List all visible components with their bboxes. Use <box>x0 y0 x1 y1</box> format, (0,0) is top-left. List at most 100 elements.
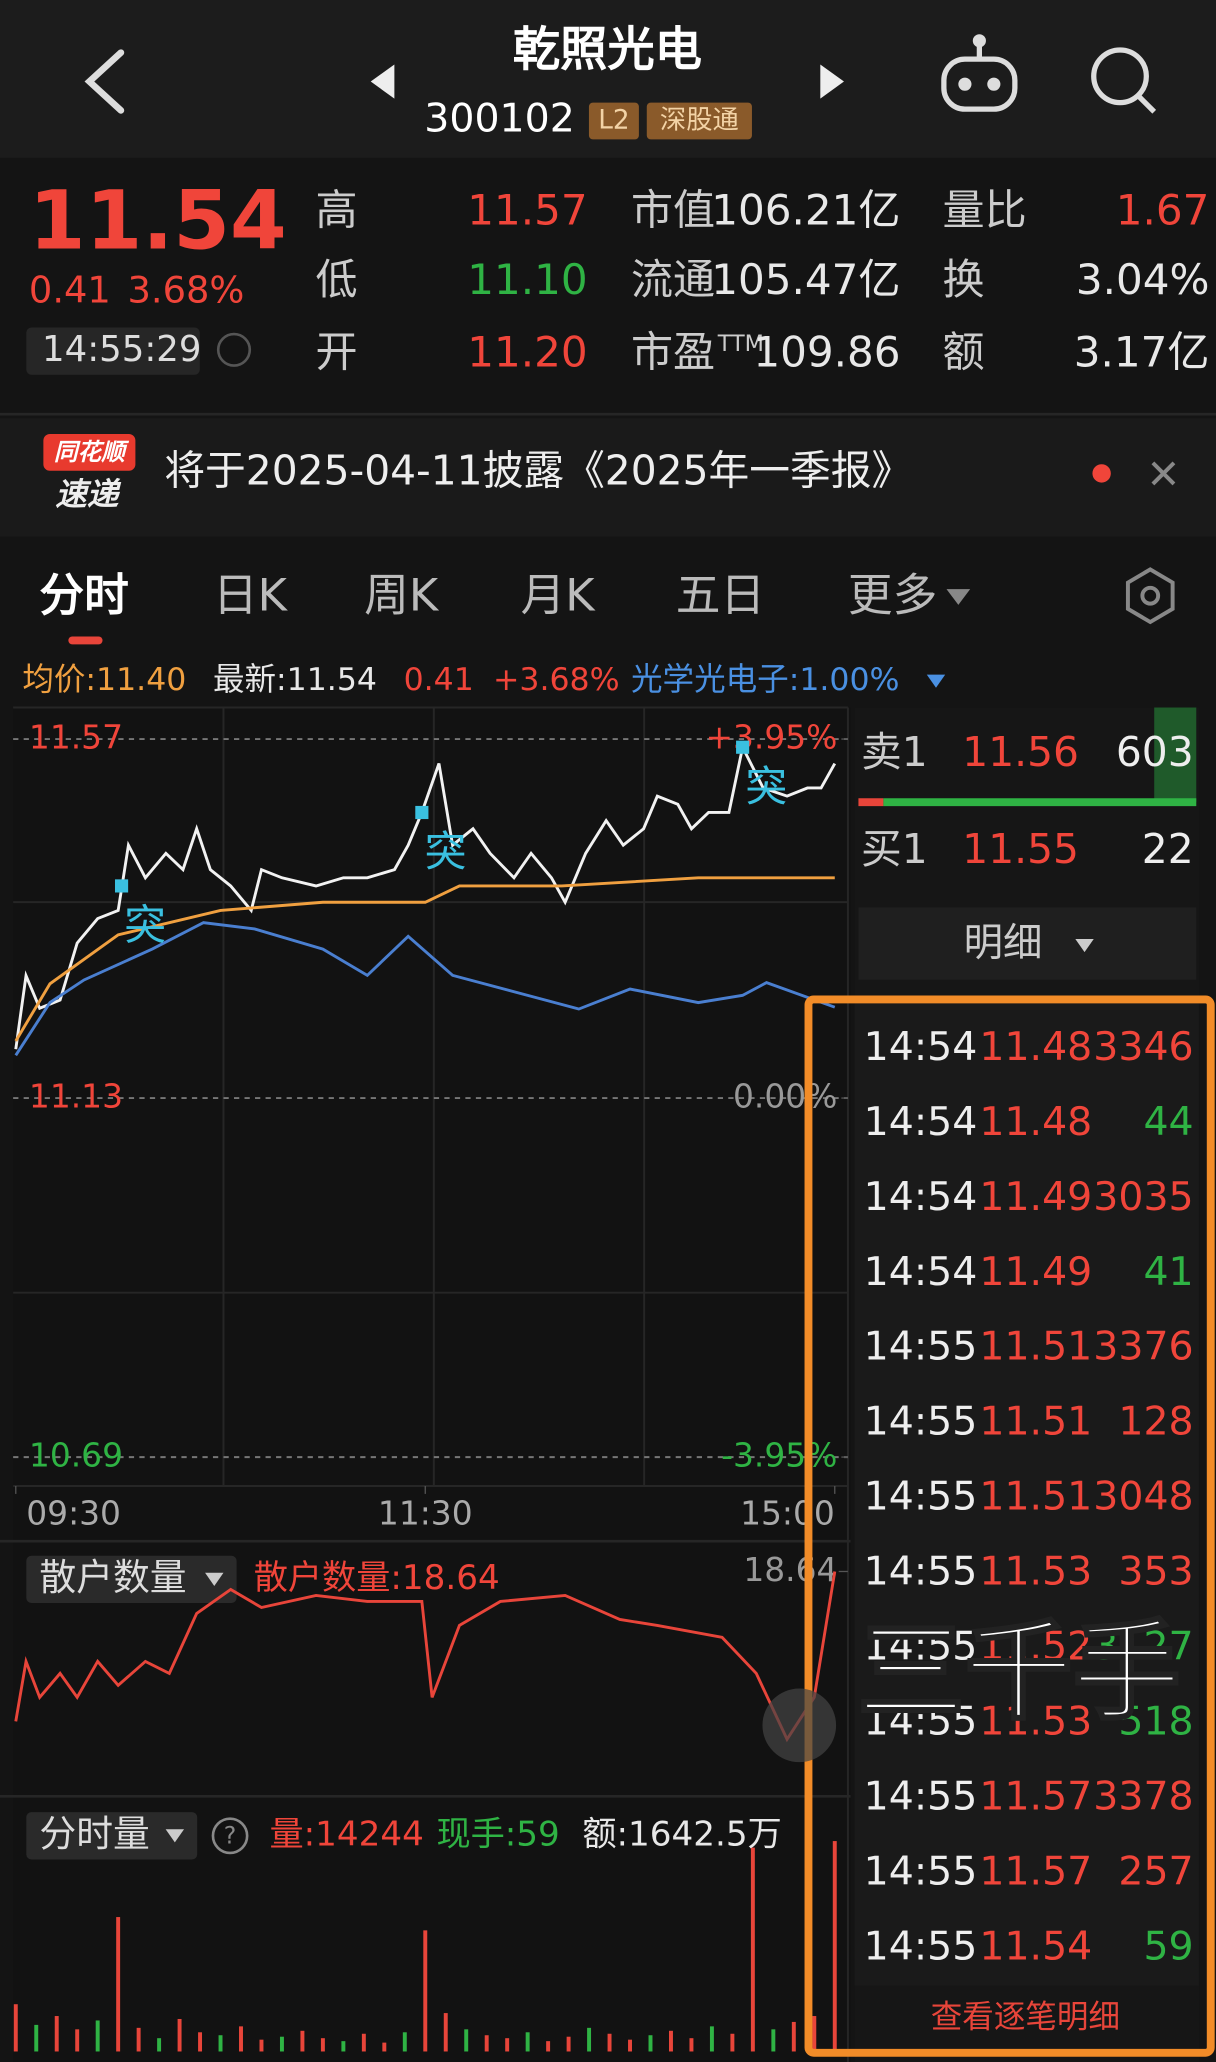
search-icon[interactable] <box>1091 47 1157 114</box>
signal-marker <box>114 879 129 893</box>
notify-dot <box>1092 464 1111 483</box>
volume-bar <box>546 2041 551 2052</box>
trade-price: 11.57 <box>979 1773 1092 1819</box>
info-item: 均价:11.40 <box>22 662 186 698</box>
info-item: 光学光电子:1.00% <box>631 662 900 698</box>
trade-volume: 59 <box>1143 1923 1193 1969</box>
volume-bar <box>95 2020 100 2052</box>
trade-time: 14:55 <box>864 1848 978 1894</box>
line-series <box>14 1571 837 1743</box>
y-tick-label: 10.69 <box>29 1436 123 1475</box>
volume-bar <box>75 2029 80 2052</box>
stat-label: 低 <box>316 255 358 304</box>
trade-price: 11.51 <box>979 1399 1092 1445</box>
detail-title[interactable]: 明细 <box>964 920 1043 966</box>
quote-time: 14:55:29 <box>42 329 201 370</box>
volume-bar <box>423 1930 428 2052</box>
selector-bg[interactable] <box>26 1812 198 1860</box>
volume-bar <box>587 2027 592 2052</box>
stat-value: 11.57 <box>467 186 587 235</box>
volume-bar <box>464 2029 469 2052</box>
book-label: 卖1 <box>861 728 928 776</box>
volume-bar <box>628 2039 632 2052</box>
y2-tick-label: +3.95% <box>705 718 837 757</box>
trade-price: 11.49 <box>979 1249 1092 1295</box>
volume-stat: 量:14244 <box>269 1814 423 1854</box>
volume-bar <box>832 1841 837 2052</box>
price-change-pct: 3.68% <box>128 268 245 311</box>
settings-icon <box>1140 585 1161 606</box>
volume-bar <box>341 2041 346 2052</box>
trade-volume: 3127 <box>1093 1624 1193 1670</box>
volume-bar <box>361 2033 366 2052</box>
last-price: 11.54 <box>29 174 287 269</box>
trade-price: 11.53 <box>979 1549 1092 1595</box>
volume-bar <box>505 2038 510 2052</box>
volume-bar <box>177 2018 182 2052</box>
trade-time: 14:55 <box>864 1549 978 1595</box>
stat-label: 市值 <box>631 186 715 235</box>
volume-bar <box>566 2036 571 2052</box>
volume-bar <box>402 2032 407 2052</box>
tab[interactable]: 分时 <box>39 569 128 621</box>
selector-bg[interactable] <box>26 1555 237 1604</box>
detail-list <box>854 999 1199 1986</box>
trade-volume: 3376 <box>1093 1324 1193 1370</box>
trade-time: 14:54 <box>864 1249 978 1295</box>
volume-bar <box>13 2004 18 2052</box>
stat-value: 109.86 <box>753 328 900 377</box>
trade-price: 11.51 <box>979 1474 1092 1520</box>
volume-bar <box>771 2029 776 2052</box>
trade-volume: 3048 <box>1093 1474 1193 1520</box>
detail-link[interactable]: 查看逐笔明细 <box>931 2000 1120 2036</box>
tab[interactable]: 日K <box>213 569 289 621</box>
stat-label: 量比 <box>943 186 1027 235</box>
banner-text: 将于2025-04-11披露《2025年一季报》 <box>164 446 912 494</box>
dropdown-arrow[interactable] <box>926 674 946 688</box>
logo-text: 同花顺 <box>54 438 129 466</box>
settings-icon[interactable] <box>1125 567 1175 625</box>
y2-tick-label: 0.00% <box>733 1077 837 1116</box>
info-icon[interactable] <box>216 332 252 367</box>
volume-bar <box>300 2030 305 2052</box>
volume-stat: 额:1642.5万 <box>582 1814 781 1854</box>
trade-time: 14:54 <box>864 1174 978 1220</box>
next-stock[interactable] <box>820 64 844 99</box>
trade-price: 11.54 <box>979 1923 1092 1969</box>
banner[interactable] <box>0 418 1216 537</box>
signal-label: 突 <box>124 901 166 950</box>
stat-label: 开 <box>316 328 358 377</box>
stock-code: 300102 <box>424 95 575 141</box>
tab[interactable]: 月K <box>521 569 597 621</box>
volume-bar <box>709 2026 714 2052</box>
trade-time: 14:55 <box>864 1624 978 1670</box>
float-button[interactable] <box>762 1688 837 1763</box>
volume-bar <box>157 2038 162 2052</box>
tab[interactable]: 五日 <box>676 569 765 621</box>
tab[interactable]: 更多 <box>848 569 937 621</box>
trade-time: 14:55 <box>864 1923 978 1969</box>
panel-selector[interactable]: 分时量 <box>39 1812 149 1855</box>
robot-icon[interactable] <box>941 34 1018 112</box>
back-button[interactable] <box>84 49 125 114</box>
help-icon[interactable] <box>211 1817 249 1855</box>
volume-bar <box>34 2024 39 2052</box>
detail-header[interactable] <box>858 907 1197 980</box>
volume-bar <box>791 2021 796 2052</box>
tab[interactable]: 周K <box>364 569 440 621</box>
grid <box>13 706 849 2062</box>
book-price: 11.56 <box>962 728 1079 776</box>
dropdown-arrow <box>205 1572 224 1586</box>
close-button[interactable] <box>1151 461 1176 486</box>
trade-volume: 128 <box>1118 1399 1193 1445</box>
book-label: 买1 <box>861 825 928 873</box>
badge: 深股通 <box>660 105 739 135</box>
panel-selector[interactable]: 散户数量 <box>39 1556 186 1599</box>
prev-stock[interactable] <box>370 64 395 99</box>
trade-volume: 257 <box>1118 1848 1193 1894</box>
panel-value: 散户数量:18.64 <box>254 1558 500 1598</box>
trade-volume: 3378 <box>1093 1773 1193 1819</box>
logo-bg <box>43 433 136 471</box>
